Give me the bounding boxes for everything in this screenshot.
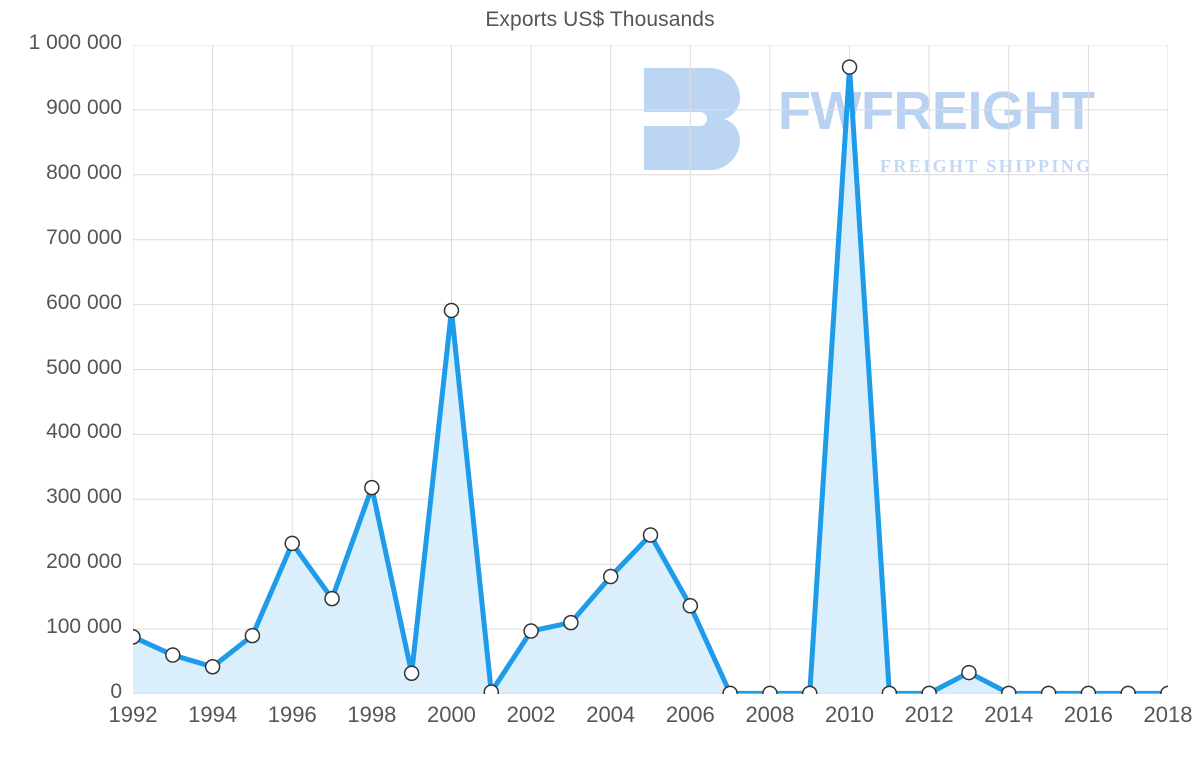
x-axis-tick-label: 1992 bbox=[108, 702, 158, 727]
chart-title: Exports US$ Thousands bbox=[485, 8, 715, 31]
data-point-marker[interactable] bbox=[1081, 686, 1095, 694]
data-point-marker[interactable] bbox=[133, 630, 140, 644]
x-axis-tick-label: 2006 bbox=[665, 702, 715, 727]
x-axis-tick-label: 2010 bbox=[825, 702, 875, 727]
y-axis-tick-label: 0 bbox=[110, 680, 122, 703]
data-point-marker[interactable] bbox=[644, 528, 658, 542]
data-point-marker[interactable] bbox=[564, 616, 578, 630]
data-point-marker[interactable] bbox=[1002, 686, 1016, 694]
area-fill bbox=[133, 67, 1168, 694]
data-point-marker[interactable] bbox=[484, 685, 498, 694]
y-axis-tick-label: 1 000 000 bbox=[28, 31, 122, 54]
x-axis-tick-label: 1994 bbox=[188, 702, 238, 727]
y-axis-tick-label: 600 000 bbox=[46, 290, 122, 314]
data-point-marker[interactable] bbox=[1161, 686, 1168, 694]
y-axis-tick-label: 700 000 bbox=[46, 225, 122, 249]
data-point-marker[interactable] bbox=[922, 686, 936, 694]
data-point-marker[interactable] bbox=[843, 60, 857, 74]
data-point-marker[interactable] bbox=[962, 666, 976, 680]
x-axis-tick-label: 2012 bbox=[904, 702, 954, 727]
data-point-marker[interactable] bbox=[405, 666, 419, 680]
data-point-marker[interactable] bbox=[365, 481, 379, 495]
x-axis-tick-label: 1998 bbox=[347, 702, 397, 727]
y-axis-tick-label: 300 000 bbox=[46, 485, 122, 509]
data-point-marker[interactable] bbox=[444, 303, 458, 317]
x-axis-tick-label: 1996 bbox=[267, 702, 317, 727]
data-point-marker[interactable] bbox=[206, 660, 220, 674]
data-point-marker[interactable] bbox=[604, 570, 618, 584]
data-point-marker[interactable] bbox=[723, 686, 737, 694]
data-point-marker[interactable] bbox=[166, 648, 180, 662]
x-axis-tick-label: 2008 bbox=[745, 702, 795, 727]
data-point-marker[interactable] bbox=[882, 686, 896, 694]
data-point-marker[interactable] bbox=[683, 599, 697, 613]
data-point-marker[interactable] bbox=[763, 686, 777, 694]
y-axis-tick-label: 800 000 bbox=[46, 160, 122, 184]
plot-area bbox=[133, 45, 1168, 694]
x-axis-tick-label: 2014 bbox=[984, 702, 1034, 727]
x-axis-tick-label: 2002 bbox=[506, 702, 556, 727]
y-axis-tick-label: 100 000 bbox=[46, 615, 122, 639]
x-axis-tick-label: 2016 bbox=[1063, 702, 1113, 727]
data-point-marker[interactable] bbox=[803, 686, 817, 694]
y-axis-tick-label: 500 000 bbox=[46, 355, 122, 379]
data-point-marker[interactable] bbox=[1121, 686, 1135, 694]
data-point-marker[interactable] bbox=[245, 629, 259, 643]
x-axis-tick-label: 2018 bbox=[1143, 702, 1193, 727]
data-point-markers bbox=[133, 60, 1168, 694]
data-point-marker[interactable] bbox=[1042, 686, 1056, 694]
x-axis-tick-label: 2000 bbox=[426, 702, 476, 727]
y-axis-tick-label: 400 000 bbox=[46, 420, 122, 444]
y-axis-tick-label: 900 000 bbox=[46, 95, 122, 119]
data-point-marker[interactable] bbox=[325, 592, 339, 606]
data-point-marker[interactable] bbox=[285, 536, 299, 550]
x-axis-tick-label: 2004 bbox=[586, 702, 636, 727]
y-axis-tick-label: 200 000 bbox=[46, 550, 122, 574]
data-point-marker[interactable] bbox=[524, 624, 538, 638]
